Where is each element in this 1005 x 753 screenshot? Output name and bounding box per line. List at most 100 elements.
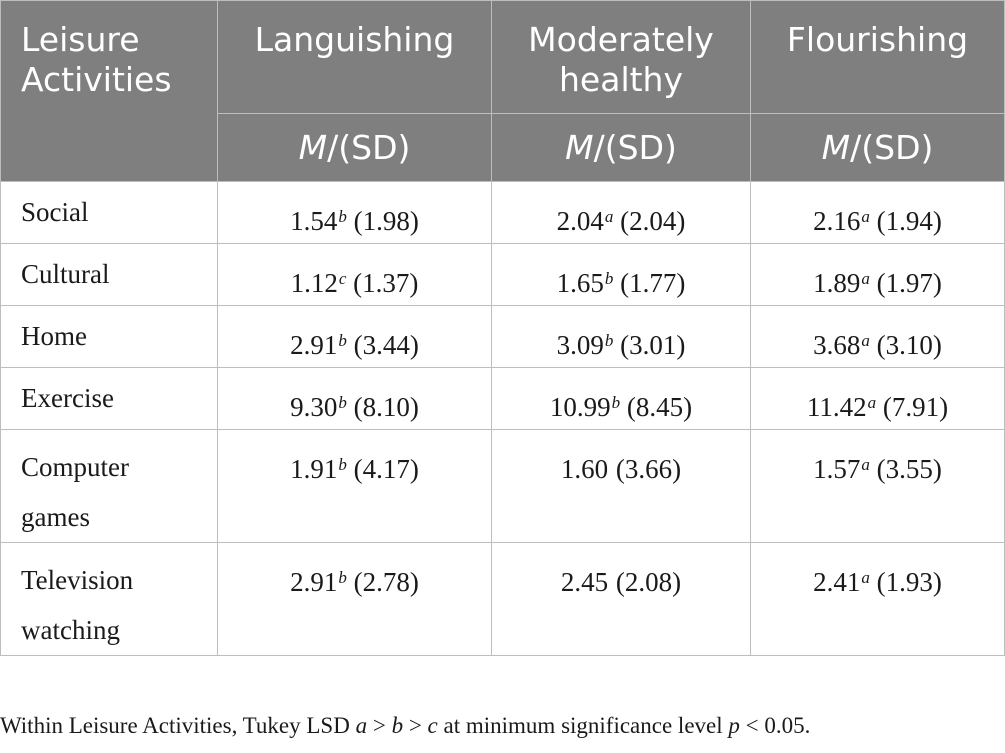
cell-sup: a — [861, 207, 870, 226]
cell-sup: b — [338, 568, 347, 587]
table-row: Television watching 2.91b (2.78) 2.45 (2… — [0, 542, 1005, 656]
cell-sd: (3.44) — [346, 330, 419, 360]
cell-mean: 1.65 — [556, 268, 604, 298]
table-cell: 1.57a (3.55) — [750, 429, 1005, 543]
cell-sd: (2.04) — [613, 206, 686, 236]
row-label: Cultural — [0, 243, 218, 306]
stat-rest: /(SD) — [593, 128, 677, 167]
cell-sup: b — [338, 455, 347, 474]
table-cell: 3.68a (3.10) — [750, 305, 1005, 368]
stat-header-row: M/(SD) M/(SD) M/(SD) — [0, 113, 1005, 182]
cell-sd: (8.10) — [346, 392, 419, 422]
cell-mean: 9.30 — [290, 392, 338, 422]
table-cell: 10.99b (8.45) — [491, 367, 751, 430]
table-cell: 1.65b (1.77) — [491, 243, 751, 306]
header-row: Leisure Activities Languishing Moderatel… — [0, 0, 1005, 114]
footnote-c: c — [427, 713, 438, 738]
cell-sup: a — [861, 269, 870, 288]
cell-sup: b — [611, 393, 621, 412]
cell-sup: a — [861, 455, 870, 474]
cell-sd: (3.10) — [869, 330, 942, 360]
table-cell: 2.41a (1.93) — [750, 542, 1005, 656]
cell-sd: (7.91) — [876, 392, 949, 422]
cell-mean: 3.68 — [813, 330, 861, 360]
cell-mean: 2.16 — [813, 206, 861, 236]
cell-sd: (1.37) — [346, 268, 419, 298]
cell-sup: a — [861, 331, 870, 350]
cell-mean: 11.42 — [806, 392, 867, 422]
cell-sd: (4.17) — [346, 454, 419, 484]
table-cell: 2.91b (2.78) — [217, 542, 492, 656]
cell-sup: b — [338, 393, 347, 412]
table-cell: 1.12c (1.37) — [217, 243, 492, 306]
cell-mean: 2.91 — [290, 330, 338, 360]
table-row: Home 2.91b (3.44) 3.09b (3.01) 3.68a (3.… — [0, 305, 1005, 368]
cell-mean: 1.57 — [813, 454, 861, 484]
table-cell: 2.45 (2.08) — [491, 542, 751, 656]
table-cell: 1.54b (1.98) — [217, 181, 492, 244]
cell-sup: a — [861, 568, 870, 587]
table-cell: 2.04a (2.04) — [491, 181, 751, 244]
cell-sup: b — [604, 269, 614, 288]
row-label: Home — [0, 305, 218, 368]
table-cell: 9.30b (8.10) — [217, 367, 492, 430]
group-header-moderately-healthy: Moderately healthy — [491, 0, 751, 114]
row-label: Television watching — [0, 542, 218, 656]
table-cell: 1.89a (1.97) — [750, 243, 1005, 306]
cell-sd: (1.77) — [613, 268, 686, 298]
cell-sd: (2.08) — [609, 567, 682, 597]
cell-mean: 1.12 — [290, 268, 338, 298]
cell-sup: a — [867, 393, 877, 412]
cell-mean: 2.91 — [290, 567, 338, 597]
stat-rest: /(SD) — [327, 128, 411, 167]
cell-mean: 2.45 — [560, 567, 609, 597]
table-footnote: Within Leisure Activities, Tukey LSD a >… — [0, 713, 810, 739]
cell-sd: (8.45) — [620, 392, 693, 422]
stat-italic: M — [821, 128, 851, 167]
stat-header-blank — [0, 113, 218, 182]
row-label: Exercise — [0, 367, 218, 430]
footnote-text: < 0.05. — [739, 713, 811, 738]
cell-mean: 2.04 — [556, 206, 604, 236]
footnote-text: Within Leisure Activities, Tukey LSD — [0, 713, 356, 738]
stat-italic: M — [298, 128, 328, 167]
cell-sup: c — [338, 269, 347, 288]
cell-mean: 1.60 — [560, 454, 609, 484]
group-header-flourishing: Flourishing — [750, 0, 1005, 114]
cell-mean: 10.99 — [549, 392, 611, 422]
row-label: Computer games — [0, 429, 218, 543]
table-cell: 1.91b (4.17) — [217, 429, 492, 543]
cell-sup: b — [604, 331, 614, 350]
stat-rest: /(SD) — [850, 128, 934, 167]
cell-sd: (3.01) — [613, 330, 686, 360]
table-cell: 2.91b (3.44) — [217, 305, 492, 368]
footnote-a: a — [355, 713, 368, 738]
row-label-header: Leisure Activities — [0, 0, 218, 114]
cell-sd: (1.93) — [869, 567, 942, 597]
cell-sup: a — [604, 207, 614, 226]
footnote-gt: > — [367, 713, 392, 738]
footnote-gt: > — [403, 713, 428, 738]
cell-mean: 1.54 — [290, 206, 338, 236]
table-row: Exercise 9.30b (8.10) 10.99b (8.45) 11.4… — [0, 367, 1005, 430]
cell-sd: (1.97) — [869, 268, 942, 298]
cell-sup: b — [338, 207, 347, 226]
table-row: Social 1.54b (1.98) 2.04a (2.04) 2.16a (… — [0, 181, 1005, 244]
results-table: Leisure Activities Languishing Moderatel… — [0, 0, 1005, 656]
table-row: Computer games 1.91b (4.17) 1.60 (3.66) … — [0, 429, 1005, 543]
cell-mean: 2.41 — [813, 567, 861, 597]
cell-sd: (3.55) — [869, 454, 942, 484]
group-header-languishing: Languishing — [217, 0, 492, 114]
footnote-b: b — [391, 713, 404, 738]
cell-sup: b — [338, 331, 347, 350]
cell-mean: 1.91 — [290, 454, 338, 484]
table-row: Cultural 1.12c (1.37) 1.65b (1.77) 1.89a… — [0, 243, 1005, 306]
table-cell: 3.09b (3.01) — [491, 305, 751, 368]
cell-mean: 1.89 — [813, 268, 861, 298]
footnote-p: p — [728, 713, 740, 738]
stat-italic: M — [565, 128, 594, 167]
stat-header: M/(SD) — [750, 113, 1005, 182]
cell-sd: (3.66) — [609, 454, 682, 484]
footnote-text: at minimum significance level — [437, 713, 729, 738]
table-cell: 1.60 (3.66) — [491, 429, 751, 543]
